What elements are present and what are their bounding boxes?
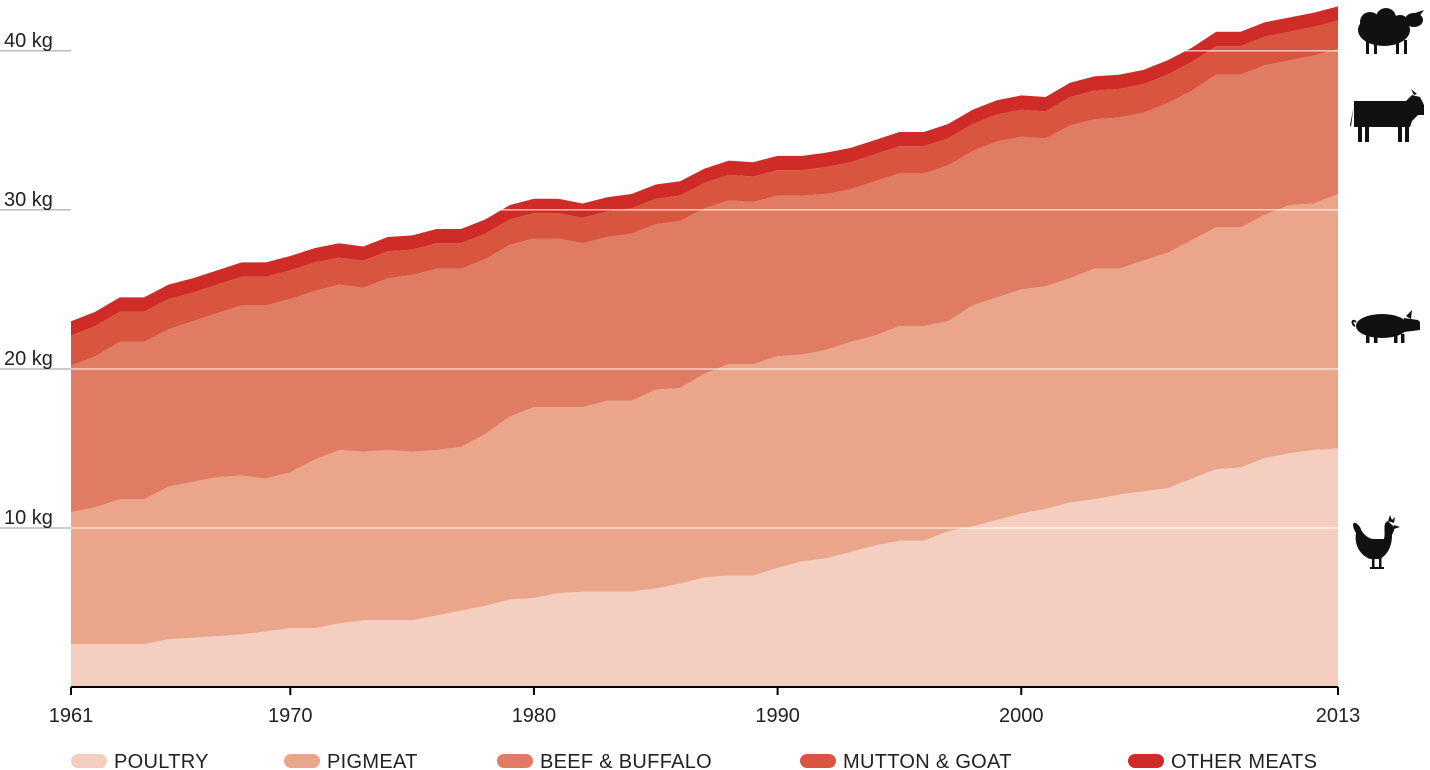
area-mutton-goat xyxy=(71,20,1338,366)
x-tick-label: 1980 xyxy=(512,705,557,727)
stacked-areas xyxy=(71,6,1338,687)
legend-item-poultry: POULTRY xyxy=(71,751,209,770)
y-axis: 10 kg 20 kg 30 kg 40 kg xyxy=(4,30,53,529)
area-pigmeat xyxy=(71,194,1338,645)
y-tick-label: 10 kg xyxy=(4,507,53,529)
x-tick-label: 1961 xyxy=(49,705,94,727)
legend-item-beef-buffalo: BEEF & BUFFALO xyxy=(497,751,712,770)
legend: POULTRY PIGMEAT BEEF & BUFFALO MUTTON & GOA… xyxy=(71,751,1317,770)
x-tick-label: 2013 xyxy=(1316,705,1361,727)
legend-item-pigmeat: PIGMEAT xyxy=(284,751,418,770)
cow-icon xyxy=(1350,89,1424,142)
gridlines xyxy=(0,50,1338,529)
legend-swatch xyxy=(284,754,320,768)
x-tick-label: 2000 xyxy=(999,705,1044,727)
legend-label: MUTTON & GOAT xyxy=(843,751,1012,770)
pig-icon xyxy=(1351,310,1420,343)
legend-label: POULTRY xyxy=(114,751,209,770)
legend-swatch xyxy=(1128,754,1164,768)
x-tick-label: 1990 xyxy=(755,705,800,727)
legend-swatch xyxy=(71,754,107,768)
legend-swatch xyxy=(800,754,836,768)
legend-item-other-meats: OTHER MEATS xyxy=(1128,751,1317,770)
x-tick-label: 1970 xyxy=(268,705,313,727)
animal-icons xyxy=(1350,8,1424,569)
legend-item-mutton-goat: MUTTON & GOAT xyxy=(800,751,1012,770)
area-beef-buffalo xyxy=(71,49,1338,513)
legend-label: OTHER MEATS xyxy=(1171,751,1317,770)
legend-label: BEEF & BUFFALO xyxy=(540,751,712,770)
y-tick-label: 20 kg xyxy=(4,348,53,370)
area-poultry xyxy=(71,448,1338,687)
y-tick-label: 30 kg xyxy=(4,189,53,211)
y-tick-label: 40 kg xyxy=(4,30,53,52)
legend-swatch xyxy=(497,754,533,768)
legend-label: PIGMEAT xyxy=(327,751,418,770)
chicken-icon xyxy=(1353,515,1400,569)
x-axis: 1961 1970 1980 1990 2000 2013 xyxy=(49,686,1361,727)
sheep-icon xyxy=(1358,8,1424,54)
area-other-meats xyxy=(71,6,1338,336)
